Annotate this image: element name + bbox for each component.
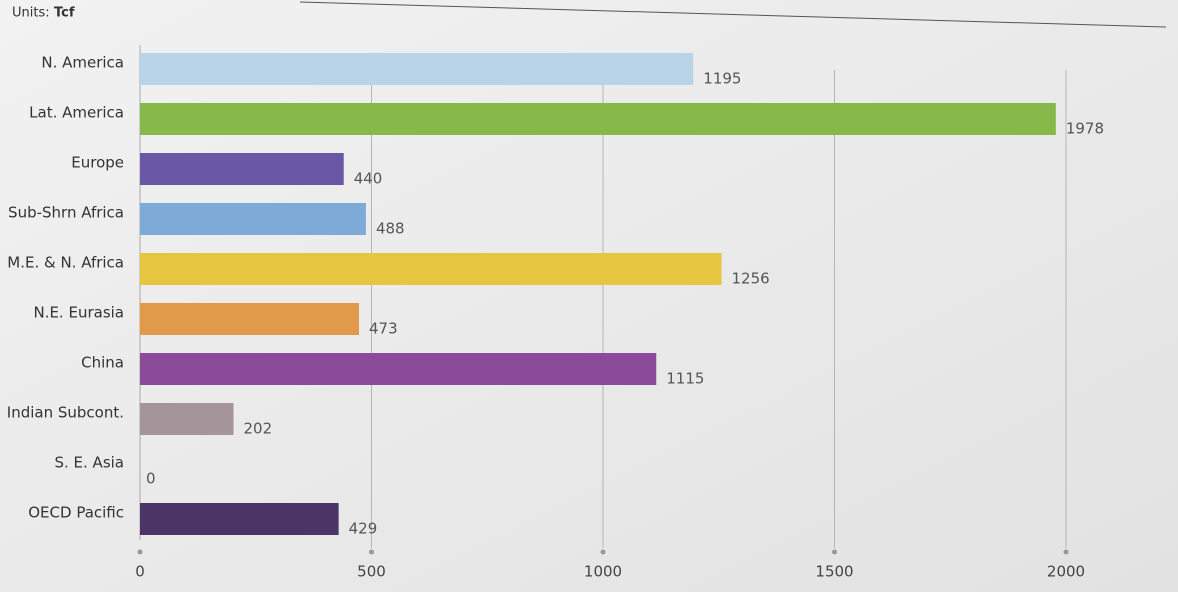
y-tick-label: S. E. Asia	[54, 454, 124, 472]
value-label: 429	[349, 520, 378, 538]
tick-dot	[832, 549, 837, 555]
value-label: 1115	[666, 370, 704, 388]
header-rule	[299, 1, 1167, 28]
bar	[140, 403, 234, 435]
y-tick-label: M.E. & N. Africa	[7, 254, 124, 272]
value-label: 0	[146, 470, 156, 488]
y-tick-label: Lat. America	[29, 104, 124, 122]
bar	[140, 203, 366, 235]
x-tick-label: 1500	[815, 563, 853, 581]
value-label: 473	[369, 320, 398, 338]
bar	[140, 503, 339, 535]
bar	[140, 303, 359, 335]
y-tick-label: Sub-Shrn Africa	[8, 204, 124, 222]
y-tick-label: Europe	[71, 154, 124, 172]
x-tick-label: 500	[357, 563, 386, 581]
value-label: 1195	[703, 70, 741, 88]
y-tick-label: China	[81, 354, 124, 372]
value-label: 440	[354, 170, 383, 188]
x-tick-label: 1000	[584, 563, 622, 581]
value-label: 202	[244, 420, 273, 438]
bar	[140, 153, 344, 185]
bar	[140, 103, 1056, 135]
y-tick-label: N. America	[41, 54, 124, 72]
bar	[140, 53, 694, 85]
tick-dot	[1063, 549, 1069, 555]
x-tick-label: 2000	[1047, 563, 1085, 581]
tick-dot	[137, 549, 143, 555]
units: Tcf	[54, 6, 75, 21]
value-label: 1978	[1066, 120, 1104, 138]
bar	[140, 353, 657, 385]
x-tick-label: 0	[135, 563, 145, 581]
units-label: Units:	[12, 6, 50, 21]
y-tick-label: OECD Pacific	[28, 504, 124, 522]
value-label: 488	[376, 220, 405, 238]
value-label: 1256	[732, 270, 770, 288]
bar	[140, 253, 722, 285]
y-tick-label: Indian Subcont.	[7, 404, 124, 422]
tick-dot	[369, 549, 374, 555]
tick-dot	[600, 549, 606, 555]
y-tick-label: N.E. Eurasia	[33, 304, 124, 322]
